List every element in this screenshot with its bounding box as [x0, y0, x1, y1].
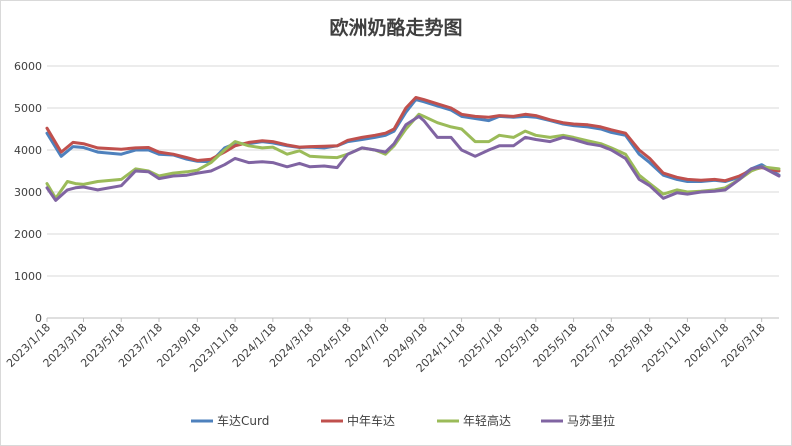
legend-item: 马苏里拉: [541, 413, 615, 428]
series-line-中年车达: [45, 96, 781, 183]
legend-item: 年轻高达: [437, 413, 511, 428]
legend-label: 马苏里拉: [567, 413, 615, 428]
y-axis-ticks: 0 1000 2000 3000 4000 5000 6000: [14, 60, 42, 325]
legend-item: 车达Curd: [191, 413, 269, 428]
legend-label: 车达Curd: [217, 413, 269, 428]
legend-label: 中年车达: [347, 413, 395, 428]
y-tick-label: 5000: [14, 102, 42, 115]
series-line-马苏里拉: [45, 114, 781, 202]
y-tick-label: 3000: [14, 186, 42, 199]
y-tick-label: 1000: [14, 270, 42, 283]
legend: 车达Curd 中年车达 年轻高达 马苏里拉: [191, 413, 615, 428]
legend-item: 中年车达: [321, 413, 395, 428]
y-tick-label: 6000: [14, 60, 42, 73]
series-line-年轻高达: [45, 112, 781, 200]
series-line-车达Curd: [45, 98, 781, 183]
grid-layer: [47, 65, 779, 319]
chart-title: 欧洲奶酪走势图: [329, 16, 462, 39]
y-tick-label: 2000: [14, 228, 42, 241]
legend-label: 年轻高达: [463, 413, 511, 428]
x-axis-ticks: 2023/1/182023/3/182023/5/182023/7/182023…: [4, 318, 768, 375]
series-layer: [45, 96, 781, 202]
y-tick-label: 0: [35, 312, 42, 325]
y-tick-label: 4000: [14, 144, 42, 157]
